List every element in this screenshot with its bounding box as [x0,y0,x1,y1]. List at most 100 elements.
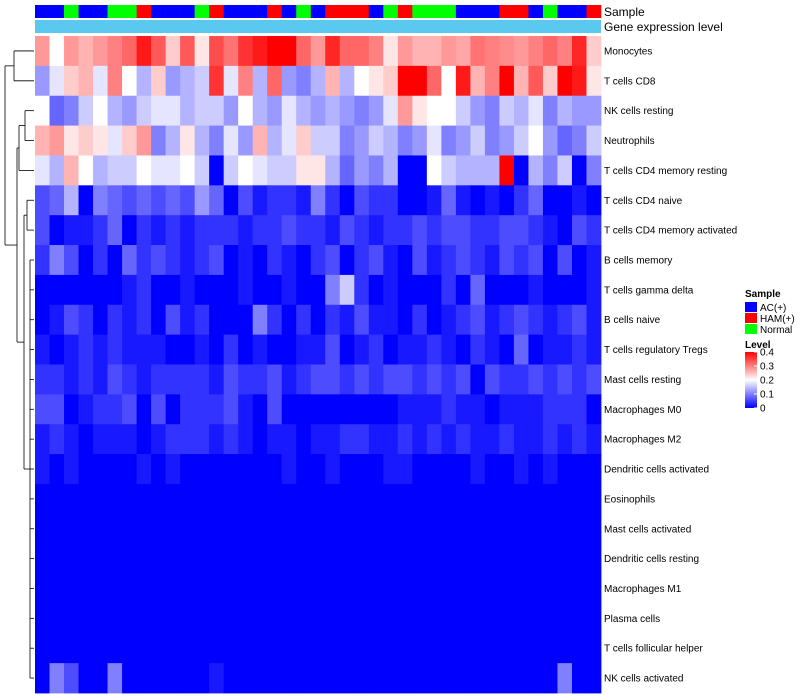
sample-annotation-cell [557,5,573,18]
heatmap-cell [513,155,529,186]
heatmap-cell [513,603,529,634]
heatmap-cell [252,65,268,97]
heatmap-cell [93,573,108,604]
heatmap-cell [325,215,341,246]
heatmap-cell [426,543,442,574]
heatmap-cell [397,633,413,664]
heatmap-cell [151,454,167,485]
heatmap-cell [455,65,471,97]
heatmap-cell [267,424,283,455]
heatmap-cell [339,663,355,694]
heatmap-cell [252,364,268,395]
heatmap-cell [557,245,573,276]
heatmap-cell [296,65,312,97]
heatmap-cell [339,483,355,515]
heatmap-cell [557,215,573,246]
heatmap-cell [35,394,50,425]
heatmap-cell [296,155,312,186]
heatmap-cell [49,543,65,574]
heatmap-cell [107,663,123,694]
heatmap-cell [49,483,65,515]
heatmap-cell [310,454,326,485]
heatmap-cell [484,274,500,306]
heatmap-cell [281,603,297,634]
heatmap-cell [223,573,239,604]
heatmap-cell [35,65,50,97]
legend-tick-label: 0 [760,404,766,415]
heatmap-cell [151,65,167,97]
heatmap-cell [325,424,341,455]
heatmap-cell [64,633,79,664]
heatmap-cell [151,663,167,694]
heatmap-cell [151,394,167,425]
heatmap-cell [64,663,79,694]
heatmap-cell [484,36,500,67]
heatmap-cell [571,663,587,694]
heatmap-cell [194,573,210,604]
heatmap-cell [528,543,544,574]
heatmap-cell [586,573,602,604]
heatmap-cell [165,185,181,216]
heatmap-cell [165,125,181,156]
heatmap-cell [571,633,587,664]
heatmap-cell [49,364,65,395]
heatmap-cell [397,454,413,485]
heatmap-cell [339,334,355,365]
heatmap-cell [528,573,544,604]
heatmap-cell [426,185,442,216]
heatmap-cell [209,633,225,664]
heatmap-cell [499,245,515,276]
heatmap-cell [78,513,94,545]
heatmap-cell [354,663,370,694]
heatmap-cell [194,663,210,694]
row-label: Eosinophils [604,494,655,505]
heatmap-cell [571,543,587,574]
heatmap-cell [122,65,137,97]
heatmap-cell [281,185,297,216]
heatmap-cell [499,454,515,485]
heatmap-cell [441,603,457,634]
heatmap-cell [484,125,500,156]
heatmap-cell [484,155,500,186]
heatmap-cell [64,65,79,97]
heatmap-cell [49,424,65,455]
heatmap-cell [165,483,181,515]
heatmap-cell [325,633,341,664]
heatmap-cell [180,304,196,336]
heatmap-cell [64,155,79,186]
heatmap-cell [49,36,65,67]
heatmap-cell [455,483,471,515]
heatmap-cell [586,364,602,395]
heatmap-cell [412,394,428,425]
heatmap-cell [49,394,65,425]
heatmap-cell [180,543,196,574]
heatmap-cell [470,304,486,336]
heatmap-cell [426,394,442,425]
heatmap-cell [281,633,297,664]
heatmap-cell [470,573,486,604]
heatmap-cell [64,603,79,634]
heatmap-cell [571,603,587,634]
heatmap-cell [238,334,254,365]
heatmap-cell [368,543,384,574]
heatmap-cell [542,185,558,216]
heatmap-cell [296,543,312,574]
heatmap-cell [223,304,239,336]
heatmap-cell [586,334,602,365]
heatmap-cell [528,125,544,156]
heatmap-cell [35,483,50,515]
sample-annotation-cell [267,5,283,18]
heatmap-cell [339,304,355,336]
heatmap-cell [165,573,181,604]
heatmap-cell [557,36,573,67]
heatmap-cell [238,185,254,216]
heatmap-cell [180,394,196,425]
heatmap-cell [484,245,500,276]
heatmap-cell [209,155,225,186]
heatmap-cell [64,334,79,365]
heatmap-cell [238,155,254,186]
heatmap-cell [397,155,413,186]
legend-label: Normal [760,325,792,336]
heatmap-cell [35,36,50,67]
heatmap-cell [325,65,341,97]
